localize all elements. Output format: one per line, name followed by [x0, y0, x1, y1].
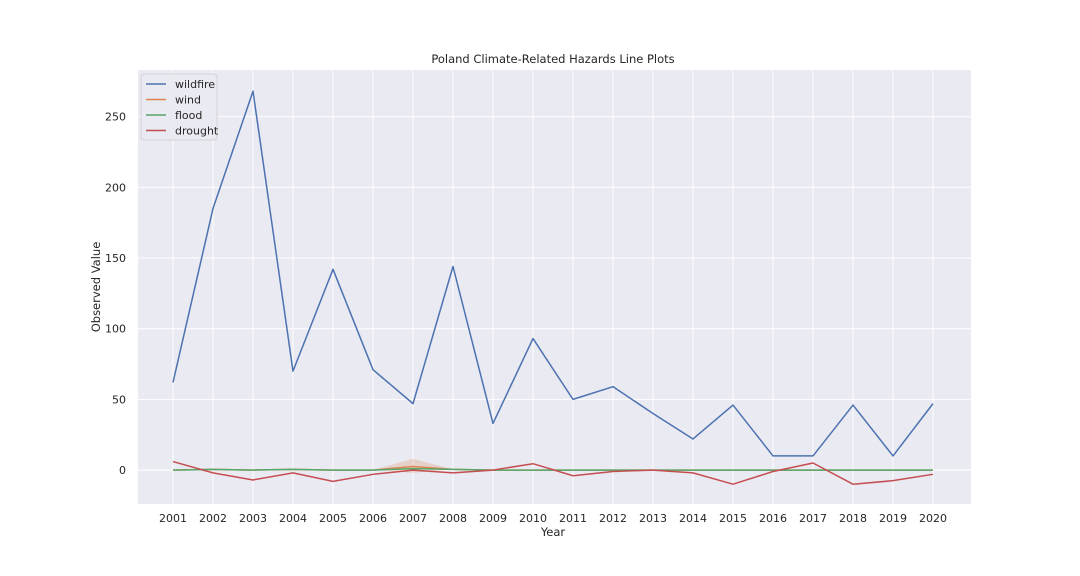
x-tick-label: 2010: [519, 512, 547, 525]
x-axis-label: Year: [540, 525, 566, 539]
y-tick-label: 0: [119, 464, 126, 477]
x-tick-label: 2009: [479, 512, 507, 525]
y-axis-label: Observed Value: [89, 242, 103, 333]
x-tick-label: 2019: [879, 512, 907, 525]
x-tick-label: 2017: [799, 512, 827, 525]
x-tick-label: 2011: [559, 512, 587, 525]
x-tick-label: 2005: [319, 512, 347, 525]
x-tick-label: 2008: [439, 512, 467, 525]
legend: wildfire wind flood drought: [140, 73, 219, 141]
legend-box: [140, 73, 218, 141]
x-tick-label: 2020: [919, 512, 947, 525]
legend-label-wind: wind: [175, 94, 201, 107]
legend-label-flood: flood: [175, 109, 202, 122]
x-tick-label: 2018: [839, 512, 867, 525]
x-gridlines: [172, 70, 934, 504]
y-tick-label: 250: [105, 111, 126, 124]
x-tick-label: 2016: [759, 512, 787, 525]
legend-label-drought: drought: [175, 125, 219, 138]
y-tick-label: 50: [112, 393, 126, 406]
x-tick-label: 2003: [239, 512, 267, 525]
x-tick-label: 2004: [279, 512, 307, 525]
drought-line: [172, 460, 934, 485]
x-tick-label: 2015: [719, 512, 747, 525]
x-tick-label: 2012: [599, 512, 627, 525]
x-tick-label: 2013: [639, 512, 667, 525]
x-tick-label: 2002: [199, 512, 227, 525]
series-lines: [172, 90, 934, 485]
plot-background: [138, 70, 971, 504]
y-tick-label: 200: [105, 181, 126, 194]
legend-label-wildfire: wildfire: [175, 78, 215, 91]
x-tick-label: 2001: [159, 512, 187, 525]
x-tick-labels: 2001 2002 2003 2004 2005 2006 2007 2008 2009 2010…: [159, 512, 947, 525]
chart-title: Poland Climate-Related Hazards Line Plot…: [431, 52, 674, 66]
x-tick-label: 2006: [359, 512, 387, 525]
x-tick-label: 2014: [679, 512, 707, 525]
y-tick-label: 150: [105, 252, 126, 265]
y-tick-labels: 0 50 100 150 200 250: [105, 111, 126, 477]
wildfire-line: [172, 90, 934, 457]
x-tick-label: 2007: [399, 512, 427, 525]
y-tick-label: 100: [105, 323, 126, 336]
